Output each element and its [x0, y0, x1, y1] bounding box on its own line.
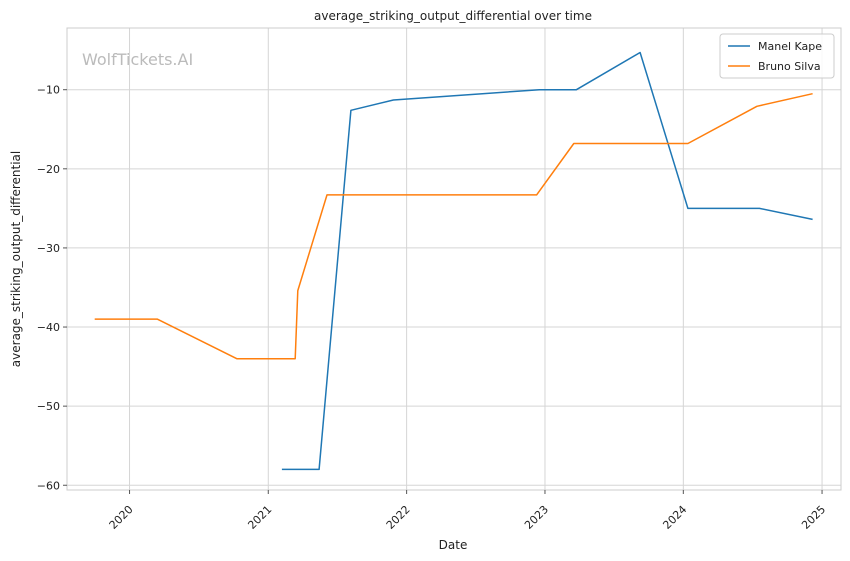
legend-box [719, 33, 835, 79]
data-point [296, 289, 300, 293]
series-layer [93, 51, 815, 471]
y-tick-label: −60 [37, 479, 60, 492]
y-tick-label: −20 [37, 163, 60, 176]
data-point [535, 193, 539, 197]
grid [67, 28, 841, 490]
legend-label: Bruno Silva [758, 60, 821, 73]
legend: Manel Kape Bruno Silva [719, 33, 835, 79]
legend-label: Manel Kape [758, 40, 822, 53]
data-point [811, 217, 815, 221]
data-point [391, 98, 395, 102]
data-point [811, 92, 815, 96]
data-point [758, 206, 762, 210]
chart-title: average_striking_output_differential ove… [314, 9, 592, 23]
data-point [574, 88, 578, 92]
y-tick-label: −50 [37, 400, 60, 413]
plot-frame [66, 27, 842, 491]
series-manel-kape [280, 51, 815, 471]
data-point [280, 467, 284, 471]
data-point [325, 193, 329, 197]
series-line [281, 51, 813, 471]
data-point [293, 357, 297, 361]
data-point [572, 142, 576, 146]
data-point [235, 357, 239, 361]
data-point [537, 88, 541, 92]
y-axis-label: average_striking_output_differential [9, 151, 23, 367]
data-point [638, 51, 642, 55]
y-tick-label: −40 [37, 321, 60, 334]
y-tick-label: −30 [37, 242, 60, 255]
data-point [317, 467, 321, 471]
series-bruno-silva [93, 92, 815, 361]
data-point [755, 104, 759, 108]
data-point [155, 317, 159, 321]
y-tick-label: −10 [37, 84, 60, 97]
series-line [94, 92, 813, 360]
data-point [349, 108, 353, 112]
watermark: WolfTickets.AI [82, 50, 193, 69]
data-point [686, 142, 690, 146]
data-point [686, 206, 690, 210]
x-axis-label: Date [439, 538, 468, 552]
data-point [93, 317, 97, 321]
y-axis-ticks: −10 −20 −30 −40 −50 −60 [37, 84, 67, 492]
